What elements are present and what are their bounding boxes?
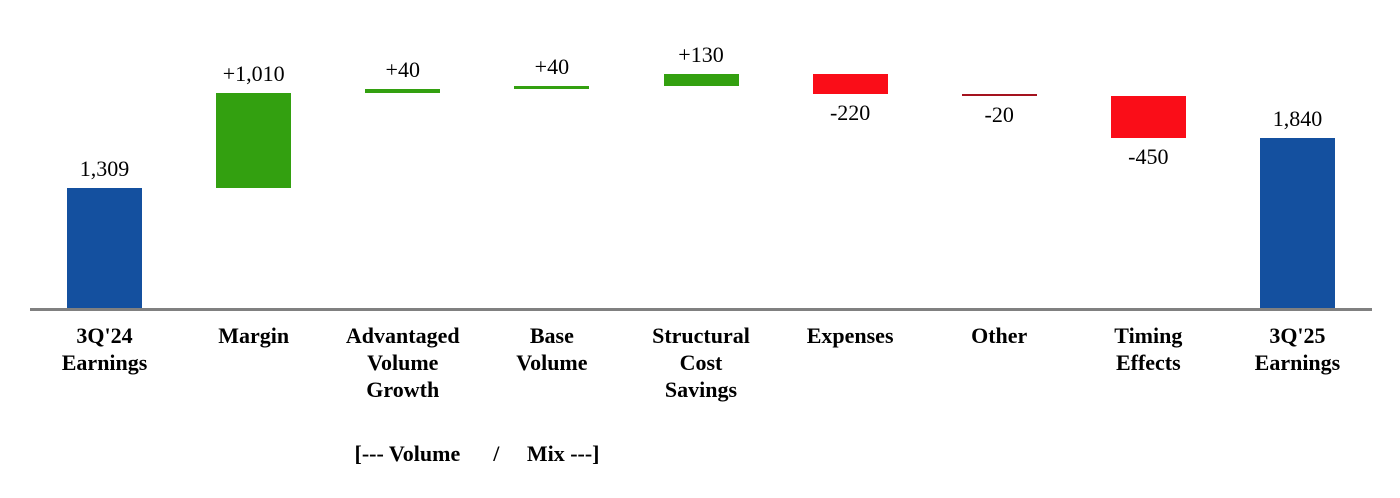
bar-advantaged-volume-growth xyxy=(365,89,441,94)
value-label-expenses: -220 xyxy=(829,100,871,126)
value-label-other: -20 xyxy=(984,102,1014,128)
category-label-expenses: Expenses xyxy=(806,323,894,348)
volume-mix-annotation: [--- Volume / Mix ---] xyxy=(354,441,600,466)
bar-timing-effects xyxy=(1110,95,1186,139)
category-label-structural-cost-savings: Structural Cost Savings xyxy=(652,323,750,402)
x-axis-line xyxy=(30,308,1372,311)
bar-base-volume xyxy=(514,85,590,90)
category-label-other: Other xyxy=(971,323,1028,348)
value-label-structural-cost-savings: +130 xyxy=(678,41,724,67)
bar-expenses xyxy=(812,73,888,95)
value-label-3q-25-earnings: 1,840 xyxy=(1272,105,1323,131)
bar-other xyxy=(961,94,1037,97)
category-label-3q-24-earnings: 3Q'24 Earnings xyxy=(61,323,148,375)
bar-3q-24-earnings xyxy=(67,187,143,310)
category-label-timing-effects: Timing Effects xyxy=(1114,323,1183,375)
category-label-base-volume: Base Volume xyxy=(516,323,588,375)
value-label-base-volume: +40 xyxy=(534,53,570,79)
category-label-margin: Margin xyxy=(218,323,290,348)
bar-structural-cost-savings xyxy=(663,73,739,86)
category-label-advantaged-volume-growth: Advantaged Volume Growth xyxy=(345,323,460,402)
category-label-3q-25-earnings: 3Q'25 Earnings xyxy=(1254,323,1341,375)
value-label-advantaged-volume-growth: +40 xyxy=(385,57,420,83)
bar-3q-25-earnings xyxy=(1259,137,1335,310)
value-label-margin: +1,010 xyxy=(222,61,285,87)
bar-margin xyxy=(216,93,292,188)
value-label-timing-effects: -450 xyxy=(1128,144,1169,170)
value-label-3q-24-earnings: 1,309 xyxy=(79,155,130,181)
